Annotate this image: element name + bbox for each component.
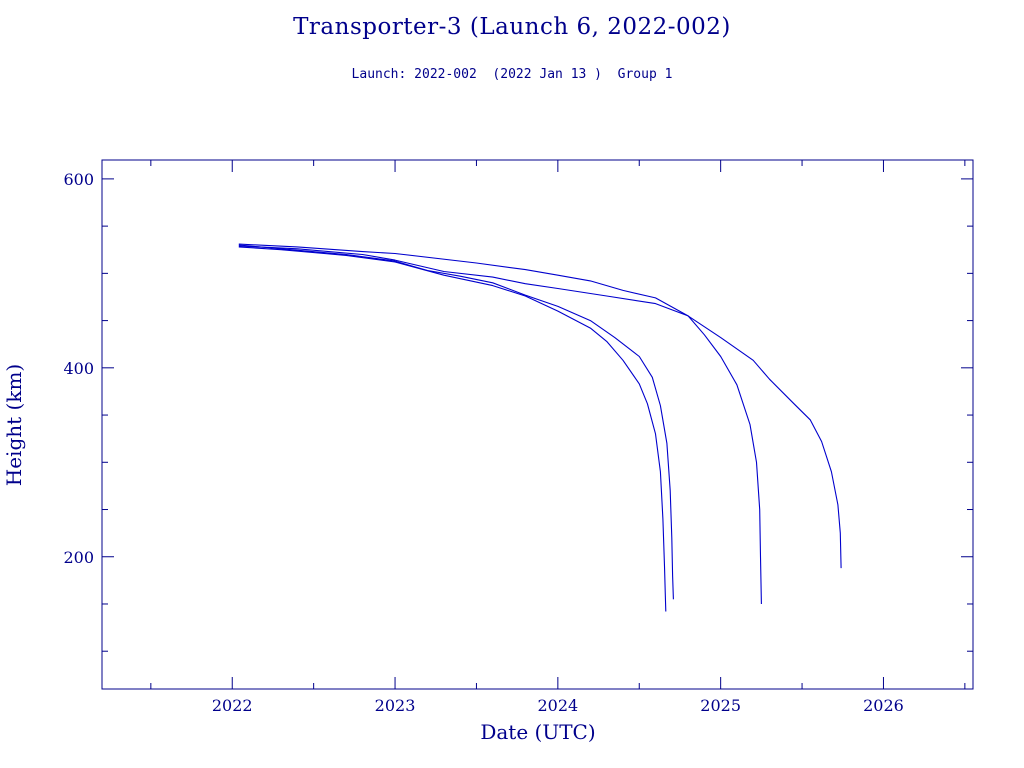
y-tick-label: 400	[63, 359, 94, 378]
series-line-1	[238, 246, 667, 612]
x-tick-label: 2022	[212, 696, 253, 715]
chart-subtitle: Launch: 2022-002 (2022 Jan 13 ) Group 1	[351, 67, 673, 82]
x-tick-label: 2025	[700, 696, 741, 715]
y-tick-label: 200	[63, 548, 94, 567]
x-tick-label: 2026	[863, 696, 904, 715]
tick-marks	[102, 160, 973, 689]
plot-frame	[101, 159, 974, 690]
series-line-3	[238, 243, 762, 605]
x-tick-label: 2024	[537, 696, 578, 715]
axes	[101, 159, 974, 690]
x-axis-label: Date (UTC)	[480, 720, 595, 744]
x-tick-label: 2023	[375, 696, 416, 715]
tick-labels: 2022 2023 2024 2025 2026 200 400 600	[63, 170, 903, 715]
chart-title: Transporter-3 (Launch 6, 2022-002)	[293, 14, 731, 40]
y-axis-label: Height (km)	[2, 364, 26, 486]
y-tick-label: 600	[63, 170, 94, 189]
orbit-height-series	[238, 243, 842, 612]
series-line-2	[238, 244, 674, 600]
series-line-4	[238, 245, 842, 569]
